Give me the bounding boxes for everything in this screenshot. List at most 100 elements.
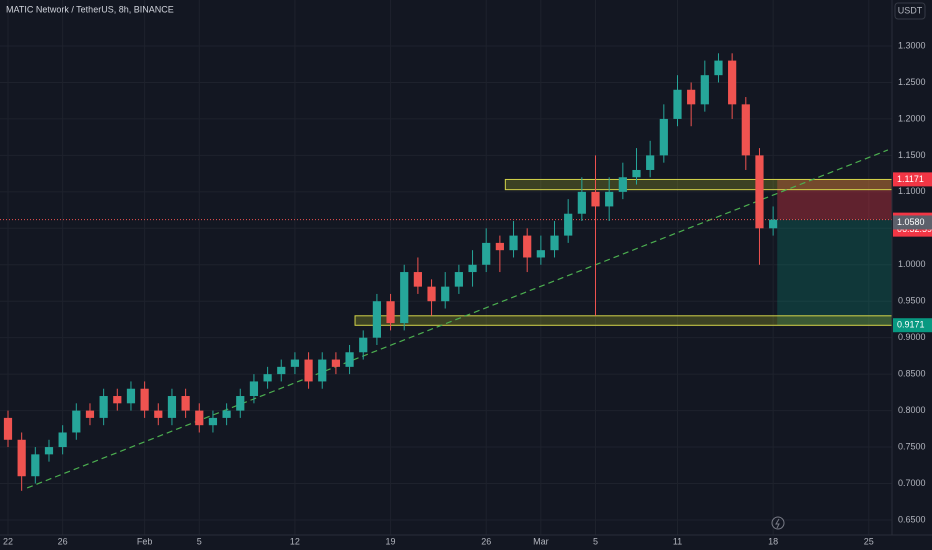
replay-icon[interactable]: [771, 516, 785, 530]
candle-body: [331, 359, 341, 367]
replay-icon-glyph: [775, 518, 780, 529]
candle-body: [85, 410, 95, 418]
y-tick-label: 0.9500: [898, 296, 926, 306]
price-label-box: [893, 318, 932, 333]
candle-body: [263, 374, 272, 382]
candle-body: [222, 410, 231, 418]
price-label: 1.1171: [897, 174, 924, 184]
stop-zone: [777, 179, 892, 220]
candle-body: [564, 213, 573, 236]
y-tick-label: 1.1000: [898, 186, 926, 196]
x-tick-label: Mar: [533, 536, 549, 546]
candle-body: [728, 60, 737, 105]
candle-body: [249, 381, 259, 397]
x-tick-label: 12: [290, 536, 300, 546]
candle-body: [345, 352, 354, 367]
candle-body: [318, 359, 327, 382]
candle-body: [154, 410, 163, 418]
y-tick-label: 1.2000: [898, 113, 926, 123]
candle-body: [195, 410, 204, 426]
x-tick-label: 25: [864, 536, 874, 546]
zone: [504, 178, 893, 191]
y-tick-label: 1.0000: [898, 259, 926, 269]
y-tick-label: 0.7500: [898, 441, 926, 451]
target-zone: [777, 219, 892, 326]
y-tick-label: 0.9000: [898, 332, 926, 342]
x-tick-label: 22: [3, 536, 13, 546]
candle-body: [659, 118, 668, 156]
candle-body: [714, 60, 723, 76]
y-tick-label: 0.7000: [898, 478, 926, 488]
y-tick-label: 1.3000: [898, 40, 926, 50]
y-tick-label: 1.2500: [898, 77, 926, 87]
candle-body: [618, 177, 627, 192]
candle-body: [523, 235, 532, 258]
candle-body: [413, 272, 422, 287]
candle-body: [741, 104, 750, 156]
candle-body: [44, 447, 54, 455]
candle-body: [769, 219, 778, 229]
candle-body: [468, 264, 477, 273]
candle-body: [632, 169, 641, 178]
overlay: 0.6500 0.7000 0.7500 0.8000 0.8500 0.9000 0.95…: [3, 40, 932, 546]
x-tick-label: 5: [197, 536, 202, 546]
price-label-box: [893, 172, 932, 187]
candle-body: [755, 155, 764, 229]
y-tick-label: 0.6500: [898, 514, 926, 524]
currency-button[interactable]: [894, 2, 926, 20]
x-tick-label: 11: [673, 536, 682, 546]
candle-body: [536, 250, 545, 258]
candle-body: [400, 272, 409, 324]
candle-body: [372, 301, 381, 338]
candle-body: [236, 396, 245, 411]
price-label: 1.0580: [897, 217, 925, 227]
candle-body: [482, 242, 491, 265]
x-tick-label: Feb: [137, 536, 153, 546]
candle-body: [181, 396, 190, 411]
candle-body: [509, 235, 518, 251]
zone: [354, 315, 893, 326]
y-tick-label: 0.8500: [898, 369, 926, 379]
price-label-box: [893, 215, 932, 230]
candle-body: [31, 454, 40, 477]
candle-body: [495, 242, 504, 251]
candle-body: [167, 396, 177, 418]
price-label: 0.9171: [897, 320, 925, 330]
trend-line: [26, 149, 889, 489]
candle-body: [277, 366, 286, 375]
chart-title: MATIC Network / TetherUS, 8h, BINANCE: [6, 4, 174, 14]
candle-body: [427, 286, 436, 302]
y-tick-label: 1.1500: [898, 150, 926, 160]
candle-body: [208, 417, 218, 426]
candle-body: [72, 410, 81, 433]
x-tick-label: 5: [593, 536, 598, 546]
candle-body: [359, 337, 368, 353]
annotations: [0, 149, 893, 489]
candle-body: [591, 191, 600, 207]
candle-body: [550, 235, 559, 251]
candle-body: [605, 191, 614, 207]
candle-body: [3, 417, 13, 440]
x-tick-label: 26: [481, 536, 491, 546]
candle-body: [441, 286, 450, 302]
candle-body: [17, 439, 26, 477]
candle-body: [454, 272, 463, 287]
candle-body: [290, 359, 300, 367]
x-tick-label: 18: [768, 536, 778, 546]
candle-body: [687, 89, 696, 105]
candle-body: [58, 432, 67, 448]
candle-body: [700, 75, 709, 105]
currency-label: USDT: [898, 5, 923, 15]
candle-body: [673, 89, 682, 119]
candle-body: [577, 191, 586, 214]
candle-body: [304, 359, 313, 382]
x-tick-label: 19: [386, 536, 396, 546]
candles: [3, 53, 778, 491]
candle-body: [140, 388, 149, 411]
candle-body: [113, 396, 122, 404]
candle-body: [99, 396, 108, 418]
x-tick-label: 26: [58, 536, 68, 546]
